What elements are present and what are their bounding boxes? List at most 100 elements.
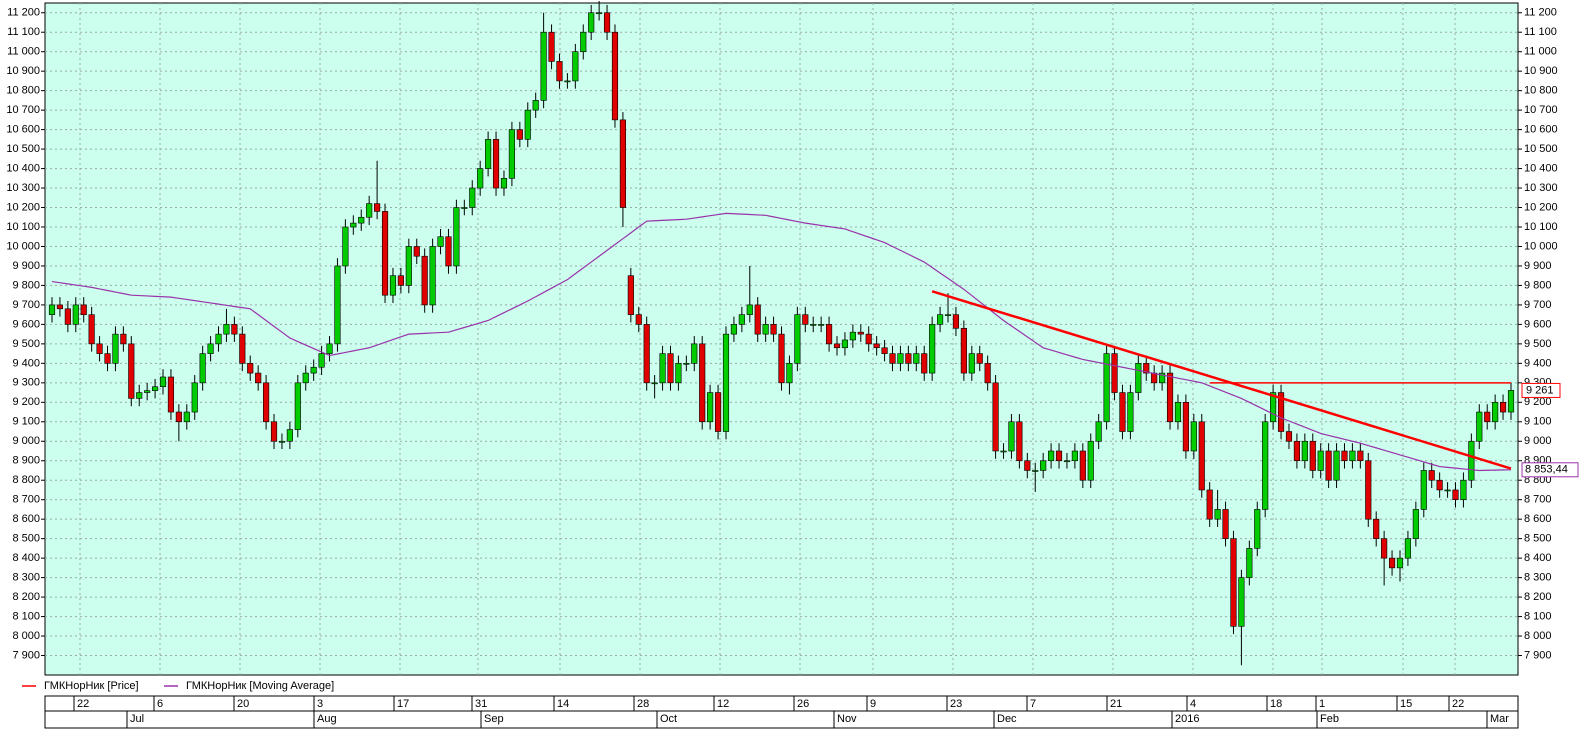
candle-body bbox=[437, 236, 444, 247]
candle-body bbox=[500, 178, 508, 189]
candle-body bbox=[1222, 509, 1229, 539]
y-tick-label-right: 8 100 bbox=[1524, 610, 1552, 622]
x-day-label: 3 bbox=[317, 698, 323, 710]
candle-body bbox=[1492, 402, 1499, 423]
candle-body bbox=[405, 246, 412, 286]
y-tick-label: 11 100 bbox=[7, 26, 40, 38]
candle-body bbox=[730, 324, 737, 335]
candle-body bbox=[413, 246, 420, 257]
candle-body bbox=[929, 324, 936, 374]
x-day-label: 21 bbox=[1110, 698, 1122, 710]
candle-body bbox=[540, 31, 547, 101]
candle-body bbox=[1341, 450, 1348, 462]
y-tick-label-right: 9 000 bbox=[1524, 435, 1552, 447]
candle-body bbox=[1412, 509, 1419, 539]
candle-body bbox=[1325, 450, 1332, 481]
candle-body bbox=[1444, 489, 1451, 492]
candle-body bbox=[1309, 440, 1316, 471]
candle-body bbox=[580, 31, 587, 52]
candle-body bbox=[1095, 421, 1102, 442]
candle-body bbox=[881, 347, 888, 354]
candle-body bbox=[1246, 548, 1253, 578]
y-tick-label-right: 10 600 bbox=[1524, 124, 1558, 136]
candle-body bbox=[1190, 421, 1197, 452]
candle-body bbox=[318, 353, 325, 368]
candle-body bbox=[659, 353, 666, 384]
candle-body bbox=[572, 51, 579, 82]
candle-body bbox=[849, 331, 856, 341]
candle-body bbox=[144, 390, 151, 393]
candle-body bbox=[675, 363, 682, 384]
y-tick-label: 10 800 bbox=[6, 85, 40, 97]
candle-body bbox=[453, 207, 460, 267]
candle-body bbox=[191, 382, 198, 413]
y-tick-label: 9 600 bbox=[12, 318, 40, 330]
legend-label: ГМКНорНик [Moving Average] bbox=[186, 680, 334, 692]
candle-body bbox=[469, 187, 476, 208]
candle-body bbox=[968, 353, 975, 374]
x-day-label: 7 bbox=[1030, 698, 1036, 710]
candle-body bbox=[310, 366, 317, 374]
x-month-label: Mar bbox=[1490, 713, 1509, 725]
y-tick-label-right: 10 400 bbox=[1524, 162, 1558, 174]
candle-body bbox=[278, 440, 286, 443]
candle-body bbox=[1206, 489, 1213, 520]
candle-body bbox=[48, 304, 56, 315]
x-month-label: 2016 bbox=[1175, 713, 1199, 725]
candle-body bbox=[714, 392, 722, 432]
y-tick-label-right: 9 500 bbox=[1524, 338, 1552, 350]
candle-body bbox=[64, 308, 71, 325]
x-day-label: 14 bbox=[557, 698, 569, 710]
candle-body bbox=[1396, 557, 1404, 569]
x-day-label: 15 bbox=[1400, 698, 1412, 710]
candle-body bbox=[1507, 390, 1515, 413]
candle-body bbox=[1468, 440, 1475, 481]
candle-body bbox=[707, 392, 714, 423]
candle-body bbox=[286, 429, 293, 442]
y-tick-label: 8 000 bbox=[12, 630, 40, 642]
candle-body bbox=[1111, 353, 1118, 393]
y-tick-label: 10 600 bbox=[6, 124, 40, 136]
x-day-label: 20 bbox=[237, 698, 249, 710]
candle-body bbox=[1151, 372, 1158, 384]
candle-body bbox=[722, 333, 730, 432]
y-tick-label: 10 400 bbox=[6, 162, 40, 174]
x-month-label: Nov bbox=[837, 713, 857, 725]
candle-body bbox=[1381, 538, 1388, 559]
y-tick-label-right: 9 800 bbox=[1524, 279, 1552, 291]
x-month-label: Jul bbox=[130, 713, 144, 725]
y-tick-label: 8 400 bbox=[12, 552, 40, 564]
candle-body bbox=[960, 327, 967, 374]
candle-body bbox=[865, 333, 872, 345]
candle-body bbox=[857, 331, 864, 335]
candle-body bbox=[88, 314, 95, 345]
x-day-label: 31 bbox=[475, 698, 487, 710]
y-tick-label-right: 7 900 bbox=[1524, 649, 1552, 661]
candle-body bbox=[72, 304, 79, 325]
x-day-label: 9 bbox=[870, 698, 876, 710]
candle-body bbox=[231, 324, 238, 335]
y-tick-label-right: 11 200 bbox=[1524, 7, 1557, 19]
y-tick-label: 9 100 bbox=[12, 416, 40, 428]
candle-body bbox=[596, 12, 603, 15]
candle-body bbox=[366, 203, 373, 218]
x-month-label: Feb bbox=[1320, 713, 1339, 725]
candle-body bbox=[667, 353, 674, 384]
y-tick-label: 8 800 bbox=[12, 474, 40, 486]
y-tick-label-right: 10 000 bbox=[1524, 240, 1558, 252]
candle-body bbox=[223, 324, 230, 335]
candle-body bbox=[1285, 431, 1293, 442]
candle-body bbox=[976, 353, 983, 364]
candle-body bbox=[651, 382, 658, 385]
x-day-label: 28 bbox=[637, 698, 649, 710]
candle-body bbox=[1024, 460, 1031, 471]
candle-body bbox=[913, 353, 920, 364]
candle-body bbox=[1008, 421, 1015, 452]
candle-body bbox=[564, 80, 571, 83]
y-tick-label-right: 8 400 bbox=[1524, 552, 1552, 564]
candle-body bbox=[691, 343, 698, 364]
candle-body bbox=[1159, 372, 1166, 384]
y-tick-label-right: 10 100 bbox=[1524, 221, 1558, 233]
candle-body bbox=[350, 222, 357, 228]
candle-body bbox=[746, 304, 753, 315]
